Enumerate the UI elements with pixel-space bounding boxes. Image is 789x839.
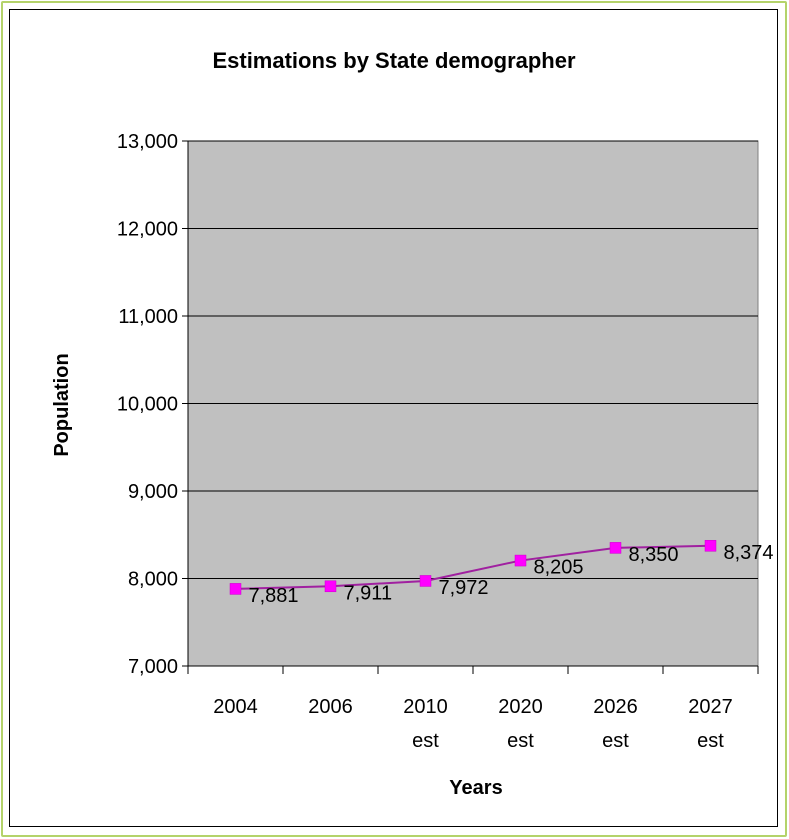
x-tick-label: 2027 est [688,696,733,752]
data-label: 8,350 [629,544,679,566]
data-point [609,542,622,554]
y-tick-label: 13,000 [117,131,178,153]
series-line [235,544,711,590]
data-label: 7,911 [344,582,393,604]
y-tick-label: 12,000 [117,219,178,241]
x-tick-label: 2020 est [498,696,543,752]
data-label: 7,881 [249,585,299,607]
y-tick-label: 11,000 [118,306,178,328]
x-tick-label: 2026 est [593,696,638,752]
data-point [704,540,717,552]
data-point [514,554,527,567]
chart-title: Estimations by State demographer [212,48,576,73]
y-tick-label: 9,000 [128,481,178,503]
y-tick-label: 8,000 [128,569,178,591]
y-tick-label: 7,000 [128,656,178,678]
x-axis-title: Years [449,777,502,799]
y-tick-label: 10,000 [117,394,178,416]
data-point [229,583,242,595]
y-axis-title: Population [51,353,73,456]
x-tick-label: 2004 [213,696,258,718]
data-label: 8,374 [724,542,774,564]
data-point [324,580,337,593]
x-tick-label: 2010 est [403,696,448,752]
x-tick-label: 2006 [308,696,353,718]
plot-area: 7,000 8,000 9,000 10,000 11,000 12,000 13,000 2… [117,131,774,752]
data-label: 7,972 [439,577,489,599]
data-point [419,575,432,587]
data-label: 8,205 [534,557,584,579]
